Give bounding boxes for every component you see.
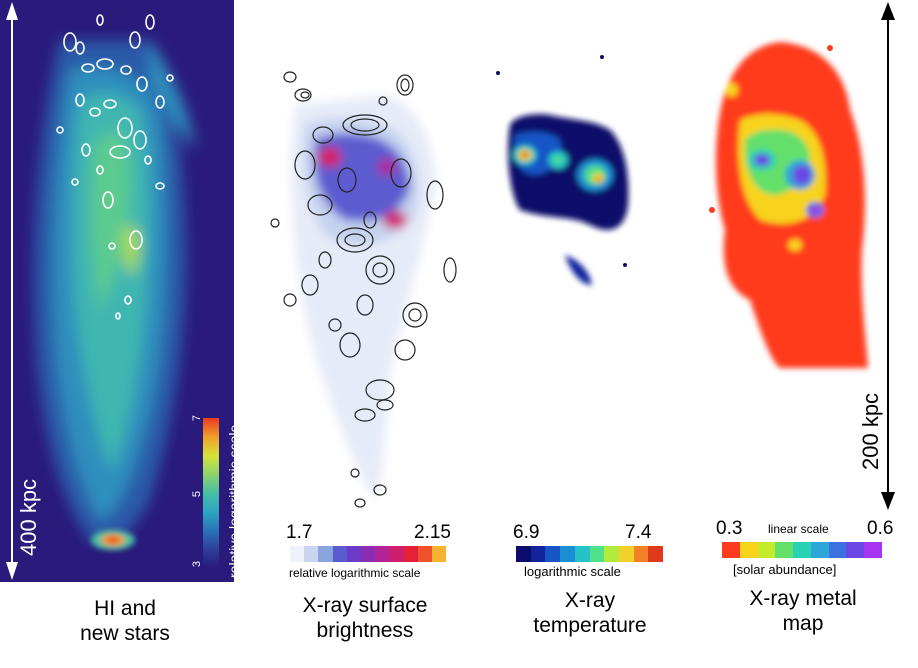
xm-colorbar bbox=[722, 542, 883, 558]
hi-colorbar-label: relative logarithmic scale bbox=[226, 424, 242, 578]
xm-colorbar-top-label: linear scale bbox=[768, 522, 829, 536]
xsb-colorbar-label: relative logarithmic scale bbox=[289, 566, 421, 580]
xt-colorbar-max: 7.4 bbox=[625, 522, 652, 543]
xm-caption-line1: X-ray metal bbox=[749, 587, 857, 610]
xm-caption-line2: map bbox=[782, 612, 824, 635]
left-scale-label: 400 kpc bbox=[16, 478, 41, 556]
hi-colorbar-tick-5: 5 bbox=[191, 490, 204, 498]
xt-caption-line1: X-ray bbox=[564, 589, 616, 612]
xsb-caption-line2: brightness bbox=[316, 619, 414, 642]
hi-caption-line1: HI and bbox=[94, 597, 156, 620]
xt-colorbar bbox=[516, 546, 664, 562]
xm-colorbar-min: 0.3 bbox=[716, 518, 743, 539]
xsb-colorbar-max: 2.15 bbox=[414, 522, 451, 543]
xt-colorbar-label: logarithmic scale bbox=[524, 564, 621, 579]
hi-panel: 7 5 3 relative logarithmic scale 400 kpc bbox=[0, 0, 242, 582]
hi-colorbar-tick-7: 7 bbox=[191, 414, 204, 422]
xray-temperature-map bbox=[496, 55, 629, 285]
xm-caption: X-ray metal map bbox=[718, 586, 888, 636]
xray-surface-brightness-map bbox=[270, 71, 457, 508]
xt-colorbar-min: 6.9 bbox=[513, 522, 540, 543]
xray-metal-map bbox=[709, 42, 868, 368]
left-scale-arrow bbox=[6, 2, 18, 580]
xsb-colorbar-min: 1.7 bbox=[286, 522, 313, 543]
xt-caption: X-ray temperature bbox=[510, 588, 670, 638]
hi-colorbar bbox=[203, 418, 219, 568]
right-scale-arrow bbox=[881, 2, 895, 510]
hi-colorbar-tick-3: 3 bbox=[191, 560, 204, 568]
xt-caption-line2: temperature bbox=[533, 614, 647, 637]
hi-caption-line2: new stars bbox=[80, 622, 170, 645]
xm-colorbar-label: [solar abundance] bbox=[733, 562, 837, 577]
hi-map-image bbox=[0, 0, 234, 582]
right-scale-label: 200 kpc bbox=[858, 392, 883, 470]
xsb-caption: X-ray surface brightness bbox=[280, 593, 450, 643]
xsb-colorbar bbox=[290, 546, 447, 562]
hi-caption: HI and new stars bbox=[50, 596, 200, 646]
xm-colorbar-max: 0.6 bbox=[867, 518, 894, 539]
xsb-caption-line1: X-ray surface bbox=[302, 594, 428, 617]
